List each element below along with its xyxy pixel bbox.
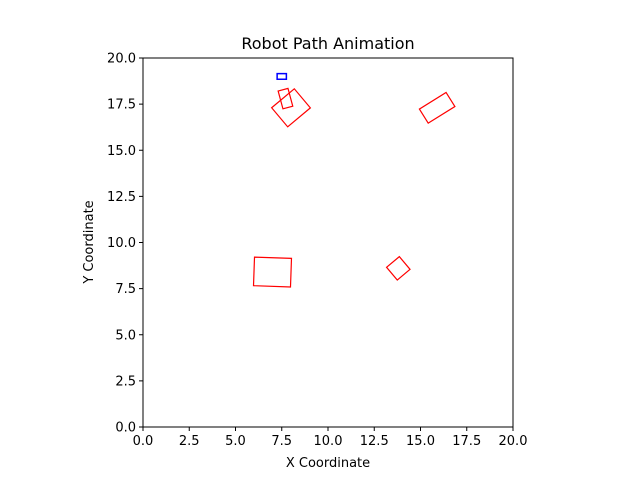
y-axis-title: Y Coordinate — [82, 200, 97, 284]
x-tick-label: 17.5 — [452, 434, 481, 449]
obstacle-rect — [270, 87, 312, 128]
x-tick-label: 10.0 — [314, 434, 343, 449]
y-tick-label: 2.5 — [115, 374, 136, 389]
obstacle-rect — [418, 91, 456, 124]
x-tick-label: 12.5 — [360, 434, 389, 449]
y-tick-label: 15.0 — [107, 144, 136, 159]
chart-title: Robot Path Animation — [241, 34, 414, 53]
y-tick-label: 0.0 — [115, 421, 136, 436]
x-tick-label: 15.0 — [406, 434, 435, 449]
obstacle-rect — [385, 255, 411, 281]
x-tick-label: 0.0 — [133, 434, 154, 449]
x-tick-label: 2.5 — [179, 434, 200, 449]
y-tick-label: 5.0 — [115, 328, 136, 343]
x-tick-label: 7.5 — [271, 434, 292, 449]
x-axis-ticks: 0.0 2.5 5.0 7.5 10.0 12.5 15.0 17.5 20.0 — [133, 427, 528, 449]
y-tick-label: 10.0 — [107, 236, 136, 251]
axes-frame — [142, 57, 514, 428]
plot-marks — [252, 72, 456, 288]
y-tick-label: 17.5 — [107, 98, 136, 113]
x-axis-title: X Coordinate — [286, 456, 370, 471]
x-tick-label: 5.0 — [225, 434, 246, 449]
obstacle-rect — [252, 256, 293, 288]
y-tick-label: 20.0 — [107, 52, 136, 67]
y-tick-label: 12.5 — [107, 190, 136, 205]
y-axis-ticks: 0.0 2.5 5.0 7.5 10.0 12.5 15.0 17.5 20.0 — [107, 52, 143, 436]
robot-rect — [276, 72, 288, 80]
x-tick-label: 20.0 — [499, 434, 528, 449]
obstacle-rect — [277, 87, 294, 110]
y-tick-label: 7.5 — [115, 282, 136, 297]
